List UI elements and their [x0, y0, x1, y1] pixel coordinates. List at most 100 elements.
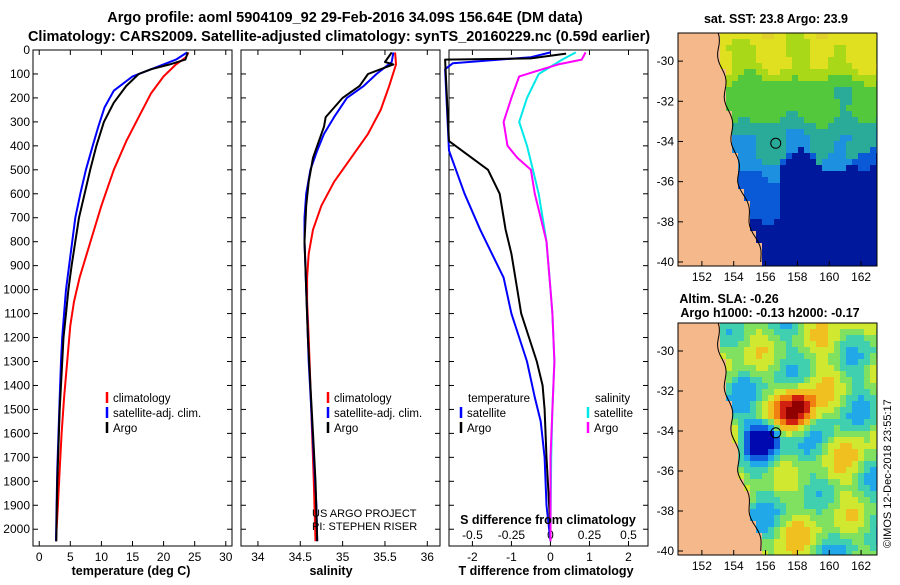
- map-cell: [678, 401, 684, 407]
- map-cell: [738, 521, 744, 527]
- map-cell: [792, 323, 798, 329]
- map-cell: [744, 329, 750, 335]
- map-cell: [696, 81, 702, 87]
- map-cell: [858, 455, 864, 461]
- map-cell: [834, 527, 840, 533]
- map-cell: [714, 437, 720, 443]
- map-cell: [804, 261, 810, 266]
- map-cell: [744, 213, 750, 219]
- map-cell: [738, 335, 744, 341]
- map-cell: [708, 237, 714, 243]
- map-cell: [858, 129, 864, 135]
- map-cell: [702, 81, 708, 87]
- map-cell: [744, 431, 750, 437]
- map-cell: [684, 329, 690, 335]
- map-cell: [684, 201, 690, 207]
- map-cell: [846, 237, 852, 243]
- map-cell: [870, 383, 876, 389]
- map-cell: [744, 395, 750, 401]
- map-cell: [762, 479, 768, 485]
- map-cell: [858, 479, 864, 485]
- map-cell: [756, 467, 762, 473]
- map-cell: [858, 219, 864, 225]
- map-cell: [798, 231, 804, 237]
- map-cell: [750, 503, 756, 509]
- map-cell: [744, 371, 750, 377]
- map-cell: [678, 195, 684, 201]
- map-cell: [792, 81, 798, 87]
- map-cell: [726, 87, 732, 93]
- map-cell: [846, 539, 852, 545]
- map-cell: [702, 135, 708, 141]
- map-cell: [708, 51, 714, 57]
- map-cell: [768, 359, 774, 365]
- map-cell: [804, 81, 810, 87]
- map-cell: [750, 533, 756, 539]
- map-cell: [810, 491, 816, 497]
- map-cell: [786, 485, 792, 491]
- map-cell: [726, 365, 732, 371]
- map-cell: [786, 371, 792, 377]
- map-cell: [810, 225, 816, 231]
- map-cell: [696, 195, 702, 201]
- map-cell: [738, 407, 744, 413]
- legend-label-t-satellite: satellite: [467, 408, 506, 420]
- map-cell: [756, 359, 762, 365]
- map-cell: [696, 359, 702, 365]
- map-cell: [822, 171, 828, 177]
- map-cell: [828, 539, 834, 545]
- map-cell: [846, 39, 852, 45]
- map-cell: [744, 341, 750, 347]
- map-cell: [858, 171, 864, 177]
- map-cell: [852, 389, 858, 395]
- map-cell: [690, 521, 696, 527]
- difference-xlabel: T difference from climatology: [458, 564, 633, 578]
- map-cell: [732, 99, 738, 105]
- map-cell: [852, 527, 858, 533]
- map-cell: [792, 195, 798, 201]
- difference-plot: -2 -1 0 1 2-0.5 -0.25 0 0.25 0.5: [444, 49, 648, 564]
- map-cell: [690, 237, 696, 243]
- map-cell: [708, 527, 714, 533]
- series-t-argo: [444, 52, 567, 542]
- map-cell: [840, 153, 846, 159]
- map-cell: [762, 437, 768, 443]
- map-cell: [690, 63, 696, 69]
- map-cell: [792, 455, 798, 461]
- map-cell: [834, 515, 840, 521]
- map-cell: [726, 123, 732, 129]
- map-cell: [870, 63, 876, 69]
- map-cell: [774, 323, 780, 329]
- map-cell: [780, 419, 786, 425]
- map-cell: [858, 135, 864, 141]
- map-cell: [834, 249, 840, 255]
- map-cell: [744, 87, 750, 93]
- map-cell: [870, 323, 876, 329]
- map-cell: [870, 449, 876, 455]
- map-cell: [732, 201, 738, 207]
- map-cell: [726, 207, 732, 213]
- map-cell: [714, 243, 720, 249]
- map-cell: [744, 117, 750, 123]
- map-cell: [828, 111, 834, 117]
- map-cell: [816, 219, 822, 225]
- map-cell: [858, 255, 864, 261]
- map-cell: [822, 323, 828, 329]
- map-cell: [720, 425, 726, 431]
- map-cell: [756, 147, 762, 153]
- map-cell: [810, 57, 816, 63]
- map-cell: [822, 497, 828, 503]
- map-cell: [684, 509, 690, 515]
- map-cell: [846, 335, 852, 341]
- map-cell: [678, 261, 684, 266]
- map-cell: [702, 261, 708, 266]
- map-cell: [774, 545, 780, 551]
- map-cell: [708, 449, 714, 455]
- map-cell: [828, 443, 834, 449]
- map-cell: [786, 123, 792, 129]
- map-cell: [798, 353, 804, 359]
- map-cell: [834, 443, 840, 449]
- map-cell: [780, 201, 786, 207]
- map-cell: [840, 99, 846, 105]
- map-cell: [744, 39, 750, 45]
